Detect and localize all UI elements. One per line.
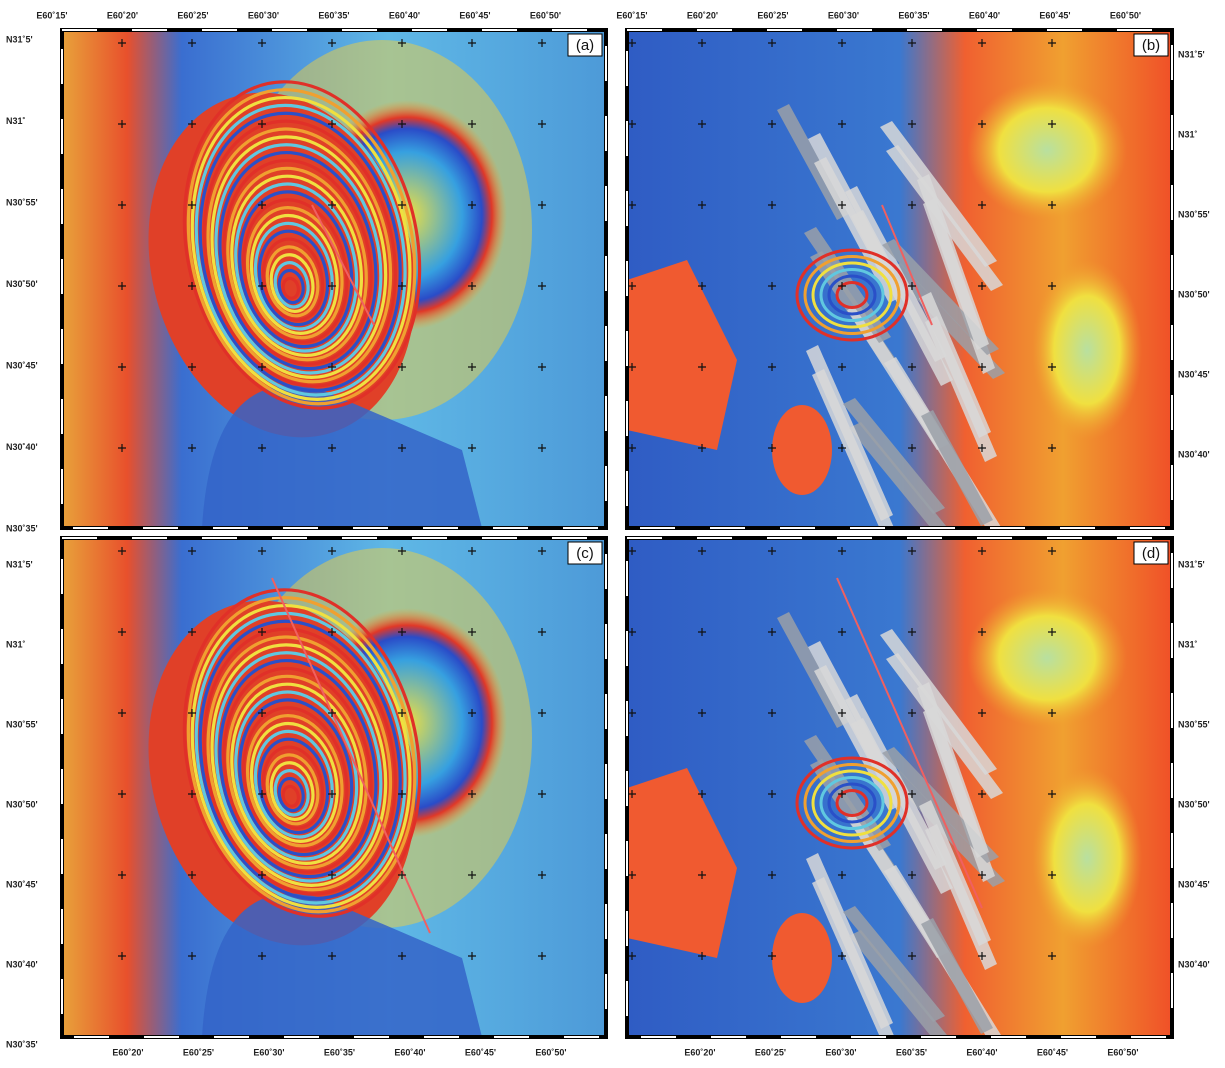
x-tick-label: E60˚30' (248, 10, 279, 20)
figure: (a) E60˚15' E60˚20' E60˚25' E60˚30' E60˚35' E6… (0, 0, 1225, 1063)
map-image (627, 538, 1172, 1053)
y-tick-label: N30˚45' (6, 360, 38, 370)
map-image (62, 30, 606, 528)
x-tick-label: E60˚15' (616, 10, 647, 20)
yellow-patch (967, 80, 1127, 220)
x-tick-label: E60˚25' (177, 10, 208, 20)
y-tick-label: N31˚5' (6, 34, 33, 44)
y-tick-label: N30˚40' (1178, 959, 1210, 969)
x-tick-label: E60˚50' (1110, 10, 1141, 20)
panel-label: (c) (576, 545, 594, 562)
y-tick-label: N30˚35' (6, 523, 38, 533)
map-panel: (d) E60˚20' E60˚25' E60˚30' E60˚35' E60˚40' E6… (627, 538, 1210, 1057)
y-tick-label: N30˚55' (1178, 719, 1210, 729)
x-tick-label: E60˚20' (684, 1047, 715, 1057)
x-tick-label: E60˚50' (530, 10, 561, 20)
x-tick-label: E60˚20' (112, 1047, 143, 1057)
y-tick-label: N30˚45' (6, 879, 38, 889)
x-tick-label: E60˚20' (107, 10, 138, 20)
x-tick-label: E60˚40' (394, 1047, 425, 1057)
panel-label: (a) (576, 37, 594, 54)
x-tick-label: E60˚45' (465, 1047, 496, 1057)
x-tick-label: E60˚40' (389, 10, 420, 20)
y-tick-label: N31˚ (6, 116, 26, 126)
x-tick-label: E60˚45' (1039, 10, 1070, 20)
x-tick-label: E60˚35' (324, 1047, 355, 1057)
y-tick-label: N31˚ (6, 639, 26, 649)
x-tick-label: E60˚40' (969, 10, 1000, 20)
panel-label: (d) (1142, 545, 1160, 562)
x-tick-label: E60˚35' (898, 10, 929, 20)
x-tick-label: E60˚50' (535, 1047, 566, 1057)
x-tick-label: E60˚35' (318, 10, 349, 20)
y-tick-label: N30˚45' (1178, 369, 1210, 379)
y-tick-label: N30˚55' (6, 197, 38, 207)
x-tick-label: E60˚40' (966, 1047, 997, 1057)
red-patch (772, 913, 832, 1003)
map-panel: (a) E60˚15' E60˚20' E60˚25' E60˚30' E60˚35' E6… (6, 10, 606, 533)
x-tick-label: E60˚25' (755, 1047, 786, 1057)
y-tick-label: N30˚35' (6, 1039, 38, 1049)
y-tick-label: N30˚50' (1178, 289, 1210, 299)
x-tick-label: E60˚30' (825, 1047, 856, 1057)
y-tick-label: N31˚ (1178, 639, 1198, 649)
yellow-patch (1032, 768, 1142, 948)
y-tick-label: N30˚40' (6, 959, 38, 969)
x-tick-label: E60˚45' (459, 10, 490, 20)
x-tick-label: E60˚15' (36, 10, 67, 20)
x-tick-label: E60˚35' (896, 1047, 927, 1057)
x-tick-label: E60˚30' (253, 1047, 284, 1057)
red-patch (772, 405, 832, 495)
x-tick-label: E60˚50' (1107, 1047, 1138, 1057)
y-tick-label: N30˚40' (1178, 449, 1210, 459)
y-tick-label: N30˚55' (1178, 209, 1210, 219)
y-tick-label: N31˚5' (1178, 49, 1205, 59)
x-tick-label: E60˚30' (828, 10, 859, 20)
x-tick-label: E60˚25' (183, 1047, 214, 1057)
y-tick-label: N30˚50' (1178, 799, 1210, 809)
x-tick-label: E60˚20' (687, 10, 718, 20)
y-tick-label: N31˚ (1178, 129, 1198, 139)
yellow-patch (967, 588, 1127, 728)
y-tick-label: N31˚5' (1178, 559, 1205, 569)
y-tick-label: N31˚5' (6, 559, 33, 569)
y-tick-label: N30˚50' (6, 799, 38, 809)
panel-label: (b) (1142, 37, 1160, 54)
yellow-patch (1032, 260, 1142, 440)
x-tick-label: E60˚45' (1037, 1047, 1068, 1057)
y-tick-label: N30˚40' (6, 442, 38, 452)
y-tick-label: N30˚55' (6, 719, 38, 729)
y-tick-label: N30˚45' (1178, 879, 1210, 889)
x-tick-label: E60˚25' (757, 10, 788, 20)
map-panel: (c) E60˚20' E60˚25' E60˚30' E60˚35' E60˚40' E6… (6, 538, 606, 1057)
y-tick-label: N30˚50' (6, 279, 38, 289)
map-image (627, 30, 1172, 545)
map-panel: (b) E60˚15' E60˚20' E60˚25' E60˚30' E60˚35' E6… (616, 10, 1209, 545)
map-image (62, 538, 606, 1037)
